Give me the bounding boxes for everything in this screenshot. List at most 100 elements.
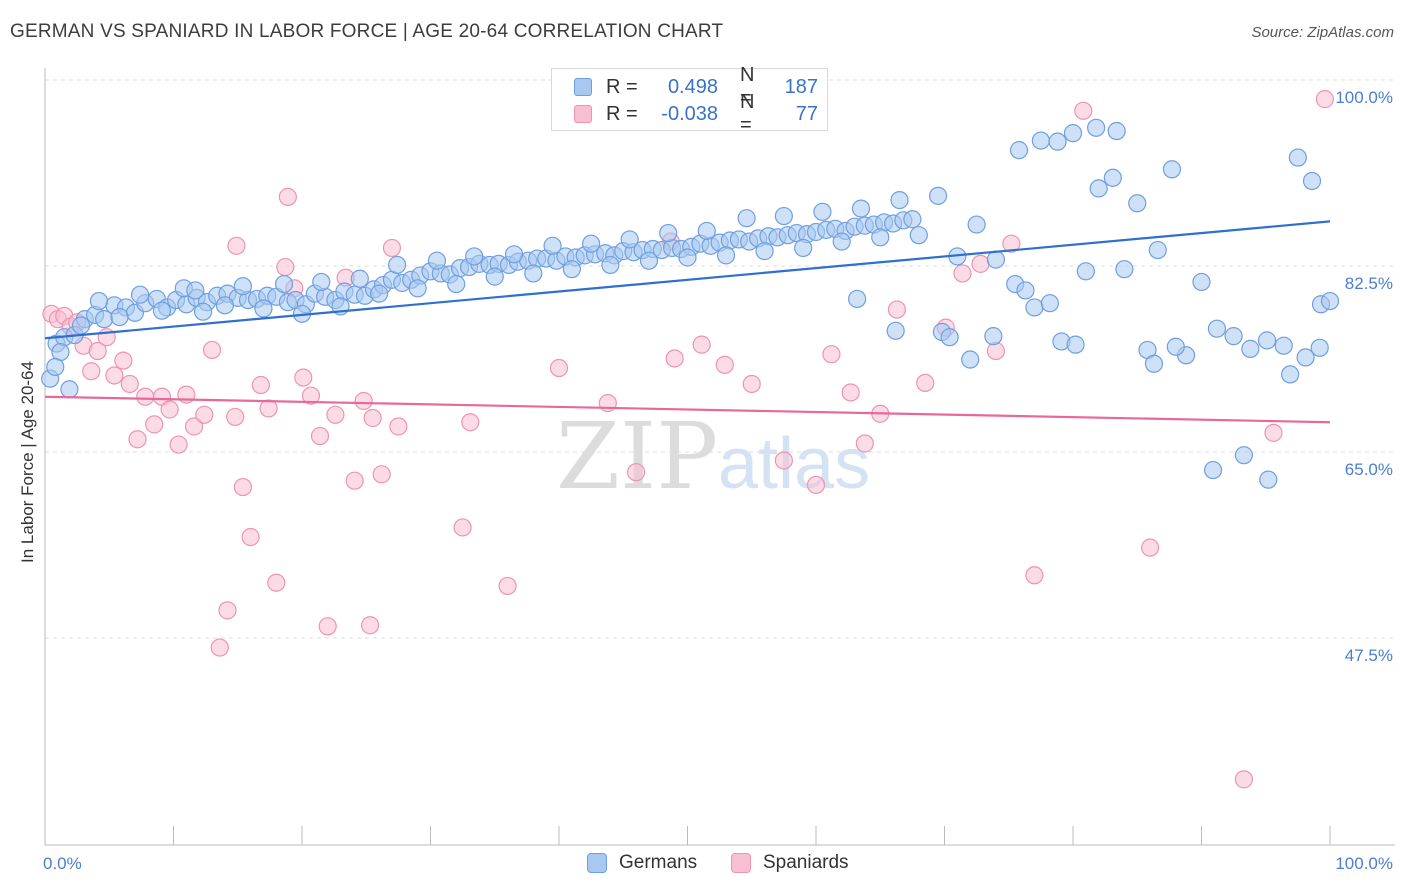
spaniard-point [715,355,734,374]
tick-labels: 100.0% 82.5% 65.0% 47.5% 0.0% 100.0% [43,88,1393,873]
german-point [984,327,1003,346]
german-point [1107,121,1126,141]
legend-item-spaniards[interactable]: Spaniards [731,852,849,874]
german-point [903,210,922,229]
german-point [928,186,948,205]
spaniard-point [267,573,286,592]
german-point [620,230,639,249]
legend-swatch-spaniards [574,105,592,123]
spaniard-point [498,576,517,596]
spaniard-point [855,434,874,453]
spaniard-point [361,616,380,635]
german-point [1320,291,1340,311]
spaniard-point [354,391,373,411]
german-point [832,232,851,251]
correlation-legend: R = 0.498 N = 187 R = -0.038 N = 77 [551,64,828,136]
spaniard-point [128,430,147,449]
spaniard-point [318,617,337,636]
german-point [871,228,890,247]
german-point [967,215,986,234]
spaniard-point [971,254,990,273]
spaniard-trend-line [44,395,1331,424]
spaniard-point [806,475,826,495]
spaniard-point [363,408,382,428]
legend-swatch-spaniards [731,853,751,873]
german-point [60,380,79,399]
german-point [465,247,484,266]
german-point [562,260,581,279]
spaniard-point [1234,770,1254,789]
german-point [1103,168,1122,187]
spaniard-point [887,300,907,319]
spaniard-point [259,399,278,418]
chart-title: GERMAN VS SPANIARD IN LABOR FORCE | AGE … [10,21,724,42]
spaniard-point [301,386,321,405]
german-point [543,236,562,255]
german-point [1009,141,1029,160]
spaniard-point [1264,423,1283,442]
german-point [152,301,172,320]
german-point [890,190,909,210]
spaniard-point [169,435,188,454]
spaniard-point [233,477,252,497]
german-point [582,234,601,253]
spaniard-point [326,405,345,424]
spaniard-point [227,236,246,255]
legend-n-label: N = [740,64,755,109]
german-point [254,299,273,318]
spaniard-point [742,374,761,394]
german-point [504,245,524,264]
german-point [851,199,871,218]
german-point [1281,365,1300,384]
german-point [886,321,905,340]
german-point [678,248,697,267]
german-point [46,357,65,377]
legend-item-germans[interactable]: Germans [587,852,697,874]
legend-r-label: R = [606,75,638,98]
spaniard-point [278,187,297,207]
axes [44,68,1395,846]
spaniard-point [1074,101,1093,120]
x-tick-label: 100.0% [1335,854,1393,873]
german-point [1192,272,1211,292]
spaniard-point [241,527,260,547]
spaniard-point [1025,566,1044,585]
german-point [1296,348,1315,367]
german-point [312,272,331,292]
spaniard-point [549,358,569,378]
legend-r-value: -0.038 [661,102,718,125]
german-point [233,277,252,296]
german-point [1087,118,1106,137]
german-point [1089,179,1108,198]
legend-r-label: R = [606,102,638,125]
german-point [1241,339,1260,358]
german-point [485,267,504,286]
legend-row-germans: R = 0.498 N = 187 [574,64,818,109]
spaniard-point [251,375,270,395]
german-point [1066,335,1085,354]
spaniard-point [665,349,684,368]
german-point [1288,148,1307,167]
german-point [1224,327,1243,346]
x-tick-label: 0.0% [43,854,82,873]
german-point [1048,132,1067,151]
german-point [1203,460,1223,480]
german-point [1148,240,1167,260]
legend-label-germans: Germans [619,852,698,873]
y-tick-label: 82.5% [1345,274,1393,293]
german-point [1025,298,1044,317]
german-point [186,281,205,300]
series-legend: Germans Spaniards [0,852,1406,878]
german-point [215,296,234,315]
y-tick-label: 47.5% [1345,646,1393,665]
spaniard-point [389,417,408,436]
watermark: ZIP atlas [556,403,870,510]
german-point [1257,331,1277,350]
german-point [370,284,389,303]
spaniard-point [82,362,101,381]
german-point [193,302,213,321]
german-point [813,202,832,221]
spaniard-point [822,345,841,364]
german-point [774,206,793,226]
